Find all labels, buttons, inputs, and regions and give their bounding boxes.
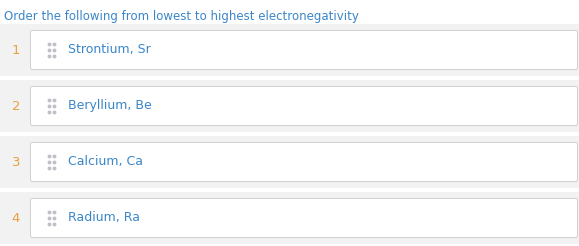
Text: Order the following from lowest to highest electronegativity: Order the following from lowest to highe… xyxy=(4,10,359,23)
Text: 1: 1 xyxy=(12,44,20,57)
Text: Beryllium, Be: Beryllium, Be xyxy=(68,99,152,112)
FancyBboxPatch shape xyxy=(31,199,577,237)
Text: Calcium, Ca: Calcium, Ca xyxy=(68,155,143,169)
FancyBboxPatch shape xyxy=(31,87,577,125)
FancyBboxPatch shape xyxy=(31,142,577,182)
FancyBboxPatch shape xyxy=(31,31,577,70)
FancyBboxPatch shape xyxy=(0,80,579,132)
Text: 2: 2 xyxy=(12,99,20,112)
Text: 4: 4 xyxy=(12,212,20,225)
FancyBboxPatch shape xyxy=(0,136,579,188)
Text: Strontium, Sr: Strontium, Sr xyxy=(68,44,151,57)
FancyBboxPatch shape xyxy=(0,24,579,76)
Text: Radium, Ra: Radium, Ra xyxy=(68,212,140,225)
Text: 3: 3 xyxy=(12,155,20,169)
FancyBboxPatch shape xyxy=(0,192,579,244)
